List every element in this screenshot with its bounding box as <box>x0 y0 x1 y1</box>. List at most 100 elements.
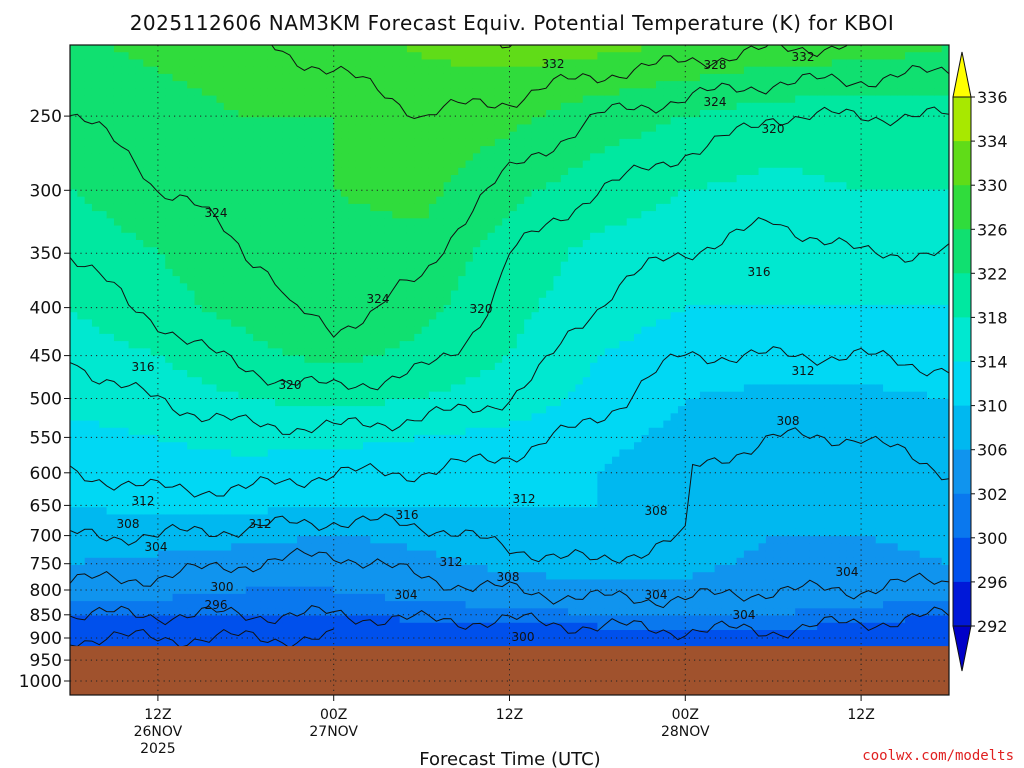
band-cell <box>113 362 122 371</box>
band-cell <box>428 528 437 537</box>
band-cell <box>128 232 137 241</box>
band-cell <box>157 290 166 299</box>
band-cell <box>143 565 152 573</box>
band-cell <box>106 153 115 162</box>
band-cell <box>253 110 262 118</box>
band-cell <box>99 500 108 508</box>
band-cell <box>231 608 240 617</box>
band-cell <box>245 391 254 400</box>
band-cell <box>275 550 284 559</box>
band-cell <box>348 319 357 328</box>
band-cell <box>223 240 232 248</box>
band-cell <box>187 45 196 53</box>
band-cell <box>238 478 247 487</box>
band-cell <box>436 435 445 443</box>
band-cell <box>106 225 115 234</box>
band-cell <box>194 435 203 443</box>
band-cell <box>436 283 445 292</box>
band-cell <box>99 211 108 219</box>
band-cell <box>172 59 181 68</box>
band-cell <box>172 261 181 270</box>
band-cell <box>458 630 467 638</box>
band-cell <box>106 384 115 393</box>
band-cell <box>157 283 166 292</box>
band-cell <box>121 398 130 407</box>
band-cell <box>319 146 327 154</box>
band-cell <box>319 348 327 357</box>
band-cell <box>392 138 401 147</box>
band-cell <box>99 247 108 256</box>
band-cell <box>157 88 166 97</box>
band-cell <box>238 377 247 386</box>
band-cell <box>458 622 467 631</box>
band-cell <box>275 492 284 501</box>
band-cell <box>384 124 393 133</box>
band-cell <box>414 66 423 75</box>
band-cell <box>289 247 298 256</box>
band-cell <box>319 124 327 133</box>
band-cell <box>143 59 152 68</box>
band-cell <box>333 52 342 61</box>
band-cell <box>289 377 298 386</box>
band-cell <box>311 362 320 371</box>
band-cell <box>370 232 379 241</box>
band-cell <box>223 124 232 133</box>
band-cell <box>406 218 415 227</box>
band-cell <box>209 370 218 378</box>
band-cell <box>428 240 437 248</box>
band-cell <box>421 341 430 349</box>
band-cell <box>231 124 240 133</box>
band-cell <box>238 196 247 205</box>
band-cell <box>363 413 371 422</box>
band-cell <box>253 88 262 97</box>
band-cell <box>304 593 313 602</box>
band-cell <box>297 528 305 537</box>
band-cell <box>406 182 415 191</box>
band-cell <box>275 565 284 573</box>
band-cell <box>99 463 108 472</box>
band-cell <box>121 550 130 559</box>
band-cell <box>70 615 78 624</box>
band-cell <box>216 449 225 458</box>
band-cell <box>201 427 210 436</box>
band-cell <box>443 500 452 508</box>
band-cell <box>414 261 423 270</box>
band-cell <box>194 254 203 263</box>
band-cell <box>326 521 335 530</box>
band-cell <box>150 478 159 487</box>
band-cell <box>128 73 137 82</box>
band-cell <box>348 254 357 263</box>
band-cell <box>384 398 393 407</box>
band-cell <box>414 449 423 458</box>
band-cell <box>370 391 379 400</box>
band-cell <box>70 521 78 530</box>
band-cell <box>77 312 86 321</box>
band-cell <box>113 550 122 559</box>
band-cell <box>201 435 210 443</box>
band-cell <box>245 268 254 277</box>
band-cell <box>121 283 130 292</box>
band-cell <box>384 528 393 537</box>
band-cell <box>363 586 371 595</box>
band-cell <box>355 579 364 588</box>
band-cell <box>399 406 408 414</box>
band-cell <box>275 95 284 104</box>
band-cell <box>355 601 364 609</box>
band-cell <box>421 514 430 523</box>
band-cell <box>458 471 467 479</box>
band-cell <box>157 305 166 313</box>
band-cell <box>326 247 335 256</box>
band-cell <box>260 59 269 68</box>
band-cell <box>113 521 122 530</box>
band-cell <box>165 52 174 61</box>
band-cell <box>121 521 130 530</box>
band-cell <box>135 355 144 364</box>
band-cell <box>319 297 327 306</box>
band-cell <box>275 406 284 414</box>
band-cell <box>275 601 284 609</box>
band-cell <box>187 276 196 284</box>
band-cell <box>187 442 196 451</box>
band-cell <box>348 507 357 516</box>
band-cell <box>70 471 78 479</box>
band-cell <box>194 449 203 458</box>
